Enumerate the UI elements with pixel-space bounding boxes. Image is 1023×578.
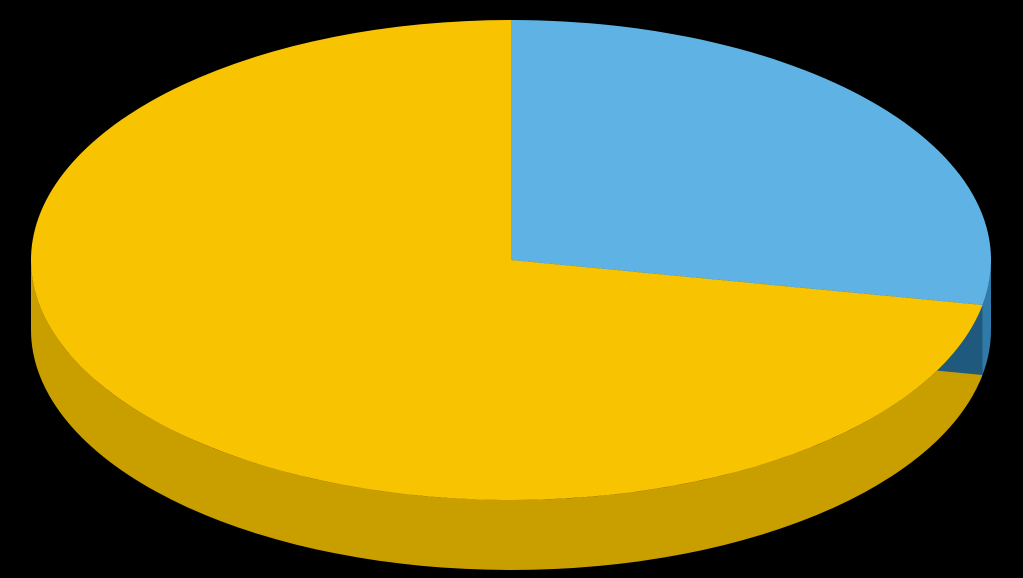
pie-chart-3d <box>0 0 1023 578</box>
pie-top <box>31 20 991 500</box>
pie-chart-svg <box>0 0 1023 578</box>
pie-slice-blue <box>511 20 991 305</box>
